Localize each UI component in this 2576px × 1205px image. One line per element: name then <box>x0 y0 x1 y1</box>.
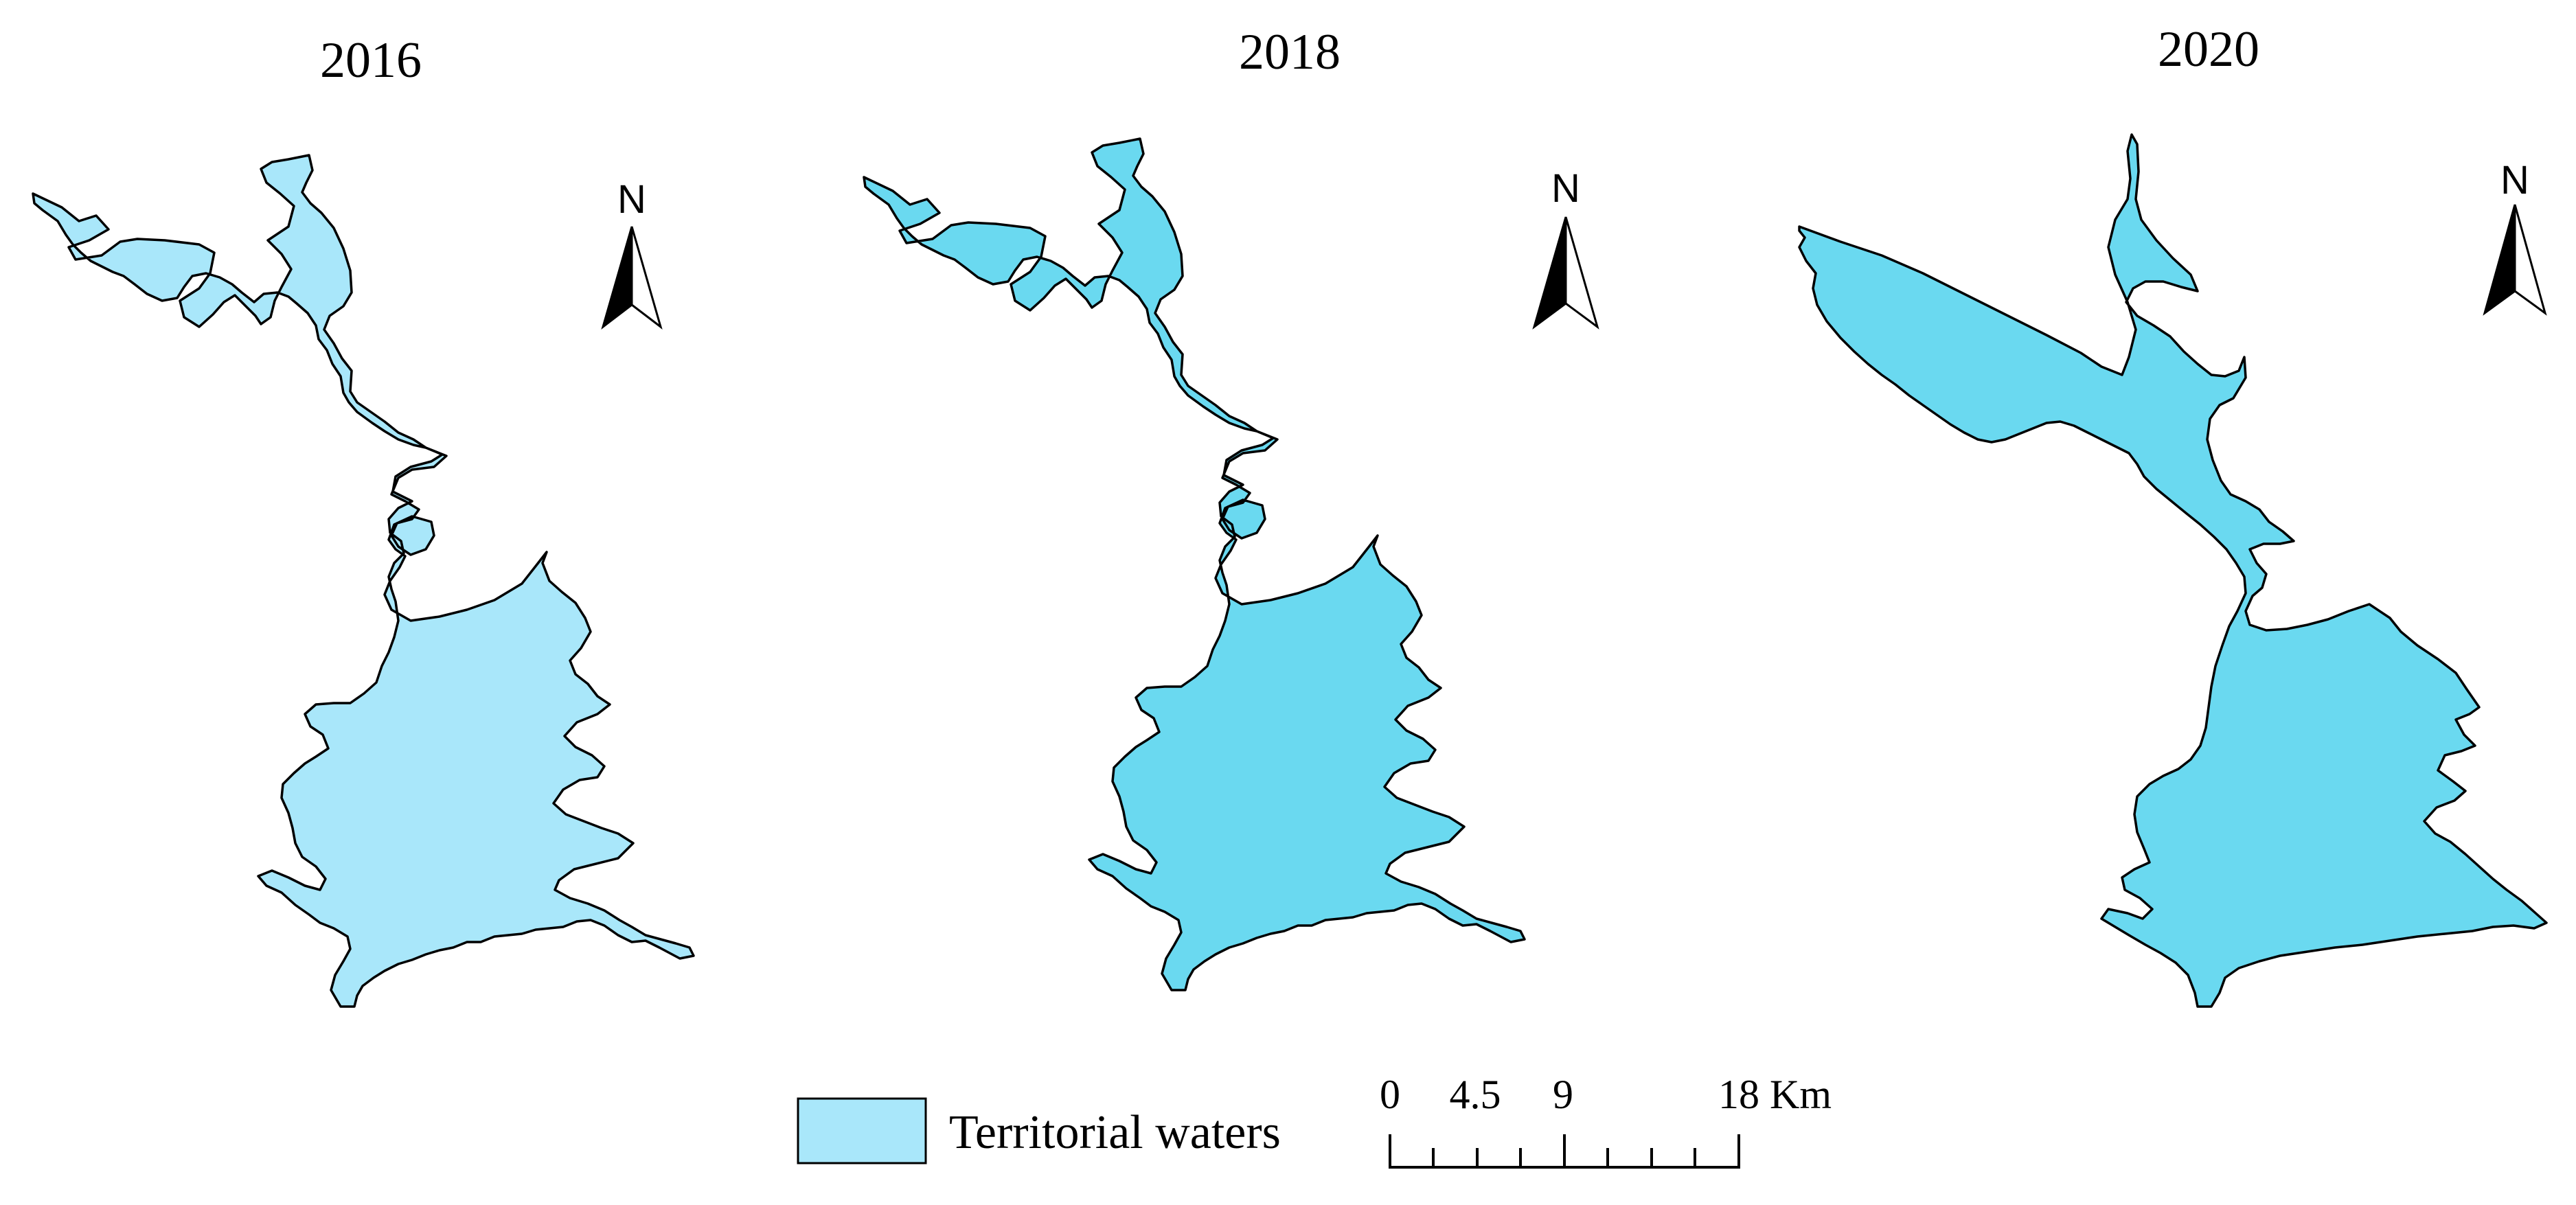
north-letter-2016: N <box>617 177 646 222</box>
scale-bar: 0 4.5 9 18 Km <box>1380 1072 1832 1169</box>
legend-swatch <box>797 1097 927 1164</box>
map-title-2020: 2020 <box>2158 21 2259 78</box>
water-body-2018 <box>863 137 1526 991</box>
north-arrow-2018: N <box>1532 166 1599 330</box>
scale-label-3: 18 Km <box>1718 1072 1832 1117</box>
north-arrow-icon <box>601 226 663 330</box>
north-letter-2020: N <box>2500 158 2529 203</box>
legend: Territorial waters <box>797 1097 1281 1164</box>
scale-label-1: 4.5 <box>1450 1072 1501 1117</box>
map-panel-2018: 2018 N <box>863 24 1599 991</box>
scale-bar-line <box>1389 1134 1740 1169</box>
map-panel-2020: 2020 N <box>1798 21 2548 1008</box>
map-title-2016: 2016 <box>320 32 422 89</box>
legend-label: Territorial waters <box>949 1106 1281 1159</box>
water-body-2016 <box>32 154 695 1008</box>
map-title-2018: 2018 <box>1239 24 1341 80</box>
north-arrow-icon <box>2483 204 2547 316</box>
water-body-2020 <box>1798 133 2548 1008</box>
north-arrow-2020: N <box>2483 158 2547 316</box>
scale-label-2: 9 <box>1553 1072 1573 1117</box>
north-arrow-icon <box>1532 216 1599 330</box>
map-panel-2016: 2016 N <box>32 32 695 1008</box>
scale-label-0: 0 <box>1380 1072 1400 1117</box>
north-arrow-2016: N <box>601 177 663 330</box>
north-letter-2018: N <box>1551 166 1580 211</box>
